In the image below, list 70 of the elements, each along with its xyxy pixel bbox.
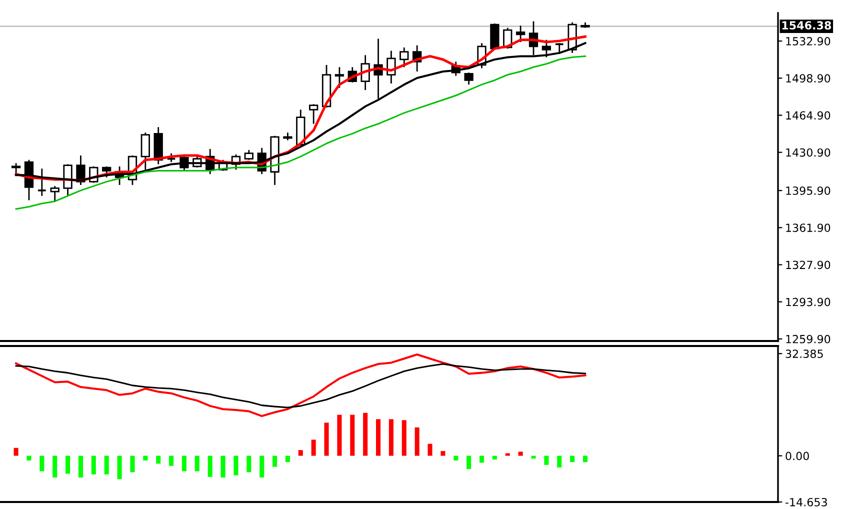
bar	[492, 456, 497, 460]
bar	[454, 456, 458, 461]
bar	[350, 414, 355, 456]
bar	[220, 456, 226, 478]
bar	[544, 456, 549, 465]
bar	[26, 456, 32, 461]
bar	[52, 456, 58, 478]
bar	[78, 456, 83, 478]
y-tick-label: 1259.90	[786, 334, 830, 344]
bar	[324, 422, 329, 456]
bar	[505, 453, 510, 456]
candlestick	[244, 149, 254, 161]
bar	[182, 456, 186, 472]
bar	[234, 456, 238, 476]
bar	[376, 419, 381, 456]
bar	[311, 440, 316, 456]
bar	[388, 419, 394, 456]
bar	[14, 448, 18, 456]
bar	[466, 456, 472, 470]
bar	[194, 456, 200, 472]
candlestick	[50, 185, 60, 202]
bar	[104, 456, 109, 474]
y-tick-label: 1361.90	[786, 224, 830, 232]
bar	[246, 456, 252, 472]
y-tick-label: 1293.90	[786, 298, 830, 306]
bar	[479, 456, 484, 463]
bar	[414, 427, 420, 456]
candlestick	[400, 46, 409, 68]
y-tick-label: 1327.90	[786, 260, 830, 270]
bar	[117, 456, 122, 480]
candlestick	[464, 72, 474, 86]
bar	[570, 456, 575, 462]
candlestick	[140, 132, 150, 170]
y-tick-label: 1464.90	[786, 111, 830, 120]
candlestick	[309, 104, 318, 125]
bar	[130, 456, 135, 472]
bar	[531, 456, 536, 459]
bar	[272, 456, 278, 467]
line-series	[15, 363, 586, 408]
line-series	[15, 55, 586, 210]
y-tick-label: 1532.90	[786, 37, 830, 46]
bar	[40, 456, 44, 472]
bar	[518, 452, 523, 456]
y-tick-label: 32.385	[786, 350, 823, 358]
bar	[66, 456, 70, 474]
candlestick	[102, 166, 112, 178]
bar	[143, 456, 148, 461]
bar	[298, 450, 303, 456]
candlestick	[516, 24, 526, 43]
bar	[557, 456, 562, 468]
bar	[582, 456, 588, 462]
y-tick-label: -14.653	[785, 498, 827, 506]
bar	[440, 451, 446, 456]
bar	[402, 420, 406, 456]
line-series	[15, 354, 586, 418]
bar	[285, 456, 290, 462]
y-tick-label: 1430.90	[786, 148, 830, 157]
bar	[169, 456, 174, 466]
bar	[156, 456, 161, 464]
y-tick-label: 1395.90	[786, 186, 830, 195]
y-tick-label: 0.00	[786, 452, 809, 460]
bar	[428, 444, 432, 456]
y-tick-label: 1498.90	[786, 74, 830, 83]
bar	[363, 412, 368, 456]
bar	[208, 456, 212, 477]
bar	[337, 414, 342, 456]
bar	[260, 456, 264, 478]
candlestick	[334, 66, 344, 89]
bar	[91, 456, 96, 474]
ref-line-label: 1546.38	[782, 21, 832, 30]
